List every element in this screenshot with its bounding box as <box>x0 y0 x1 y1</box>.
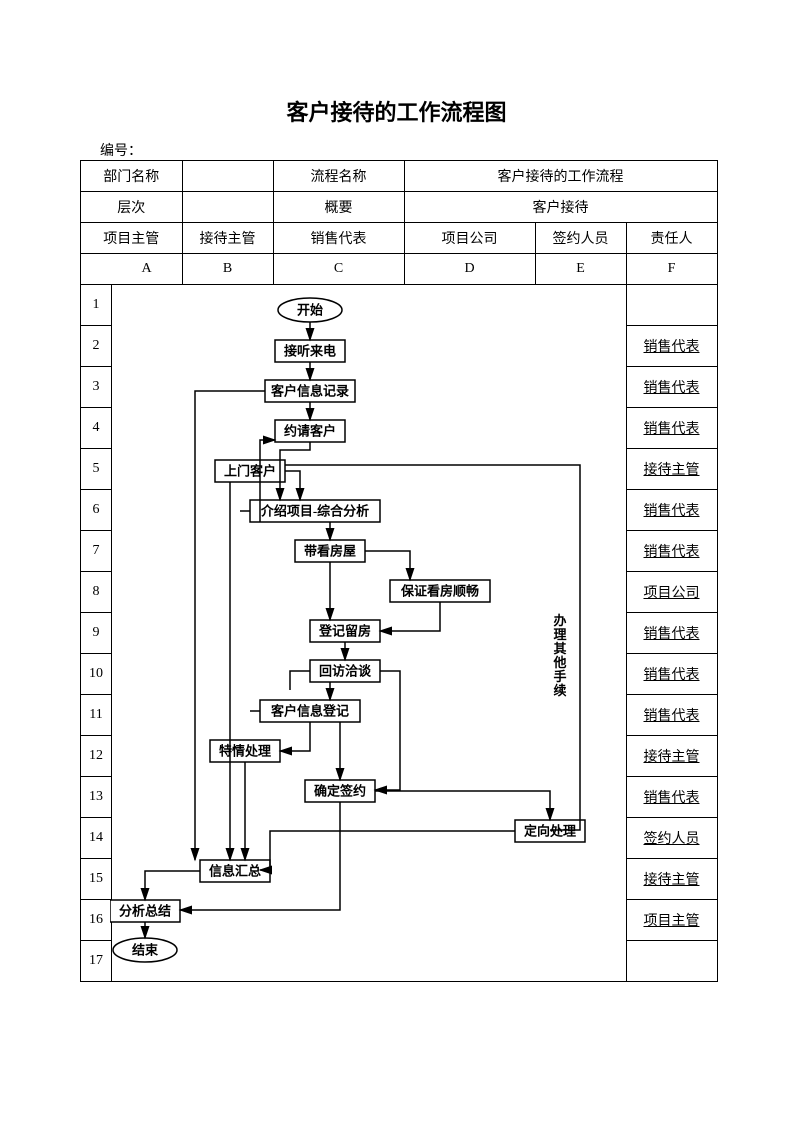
responsible: 项目公司 <box>626 572 717 613</box>
row-num: 17 <box>81 941 112 982</box>
row-num: 4 <box>81 408 112 449</box>
row-num: 11 <box>81 695 112 736</box>
col-b: B <box>182 254 273 285</box>
responsible: 接待主管 <box>626 859 717 900</box>
summary-label: 概要 <box>273 192 404 223</box>
responsible: 接待主管 <box>626 736 717 777</box>
row-num: 14 <box>81 818 112 859</box>
col-f: F <box>626 254 717 285</box>
page-title: 客户接待的工作流程图 <box>0 95 793 127</box>
flow-area <box>112 285 627 982</box>
responsible: 接待主管 <box>626 449 717 490</box>
serial-label: 编号： <box>100 140 142 160</box>
role-d: 项目公司 <box>404 223 535 254</box>
role-f: 责任人 <box>626 223 717 254</box>
row-num: 10 <box>81 654 112 695</box>
row-num: 7 <box>81 531 112 572</box>
row-num: 8 <box>81 572 112 613</box>
responsible: 销售代表 <box>626 408 717 449</box>
responsible: 销售代表 <box>626 531 717 572</box>
row-num: 6 <box>81 490 112 531</box>
level-label: 层次 <box>81 192 183 223</box>
flow-label: 流程名称 <box>273 161 404 192</box>
responsible: 销售代表 <box>626 654 717 695</box>
row-num: 15 <box>81 859 112 900</box>
row-num: 12 <box>81 736 112 777</box>
responsible: 销售代表 <box>626 613 717 654</box>
responsible: 销售代表 <box>626 490 717 531</box>
responsible: 销售代表 <box>626 777 717 818</box>
row-num: 1 <box>81 285 112 326</box>
row-num: 9 <box>81 613 112 654</box>
col-e: E <box>535 254 626 285</box>
role-e: 签约人员 <box>535 223 626 254</box>
summary-value: 客户接待 <box>404 192 717 223</box>
row-num: 16 <box>81 900 112 941</box>
row-num: 2 <box>81 326 112 367</box>
responsible: 签约人员 <box>626 818 717 859</box>
flow-table: 部门名称 流程名称 客户接待的工作流程 层次 概要 客户接待 项目主管 接待主管… <box>80 160 718 982</box>
col-d: D <box>404 254 535 285</box>
row-num: 3 <box>81 367 112 408</box>
role-c: 销售代表 <box>273 223 404 254</box>
row-num: 13 <box>81 777 112 818</box>
col-a: A <box>112 254 183 285</box>
dept-label: 部门名称 <box>81 161 183 192</box>
flow-value: 客户接待的工作流程 <box>404 161 717 192</box>
col-c: C <box>273 254 404 285</box>
responsible: 销售代表 <box>626 695 717 736</box>
responsible: 销售代表 <box>626 326 717 367</box>
responsible: 项目主管 <box>626 900 717 941</box>
responsible: 销售代表 <box>626 367 717 408</box>
role-b: 接待主管 <box>182 223 273 254</box>
role-a: 项目主管 <box>81 223 183 254</box>
row-num: 5 <box>81 449 112 490</box>
